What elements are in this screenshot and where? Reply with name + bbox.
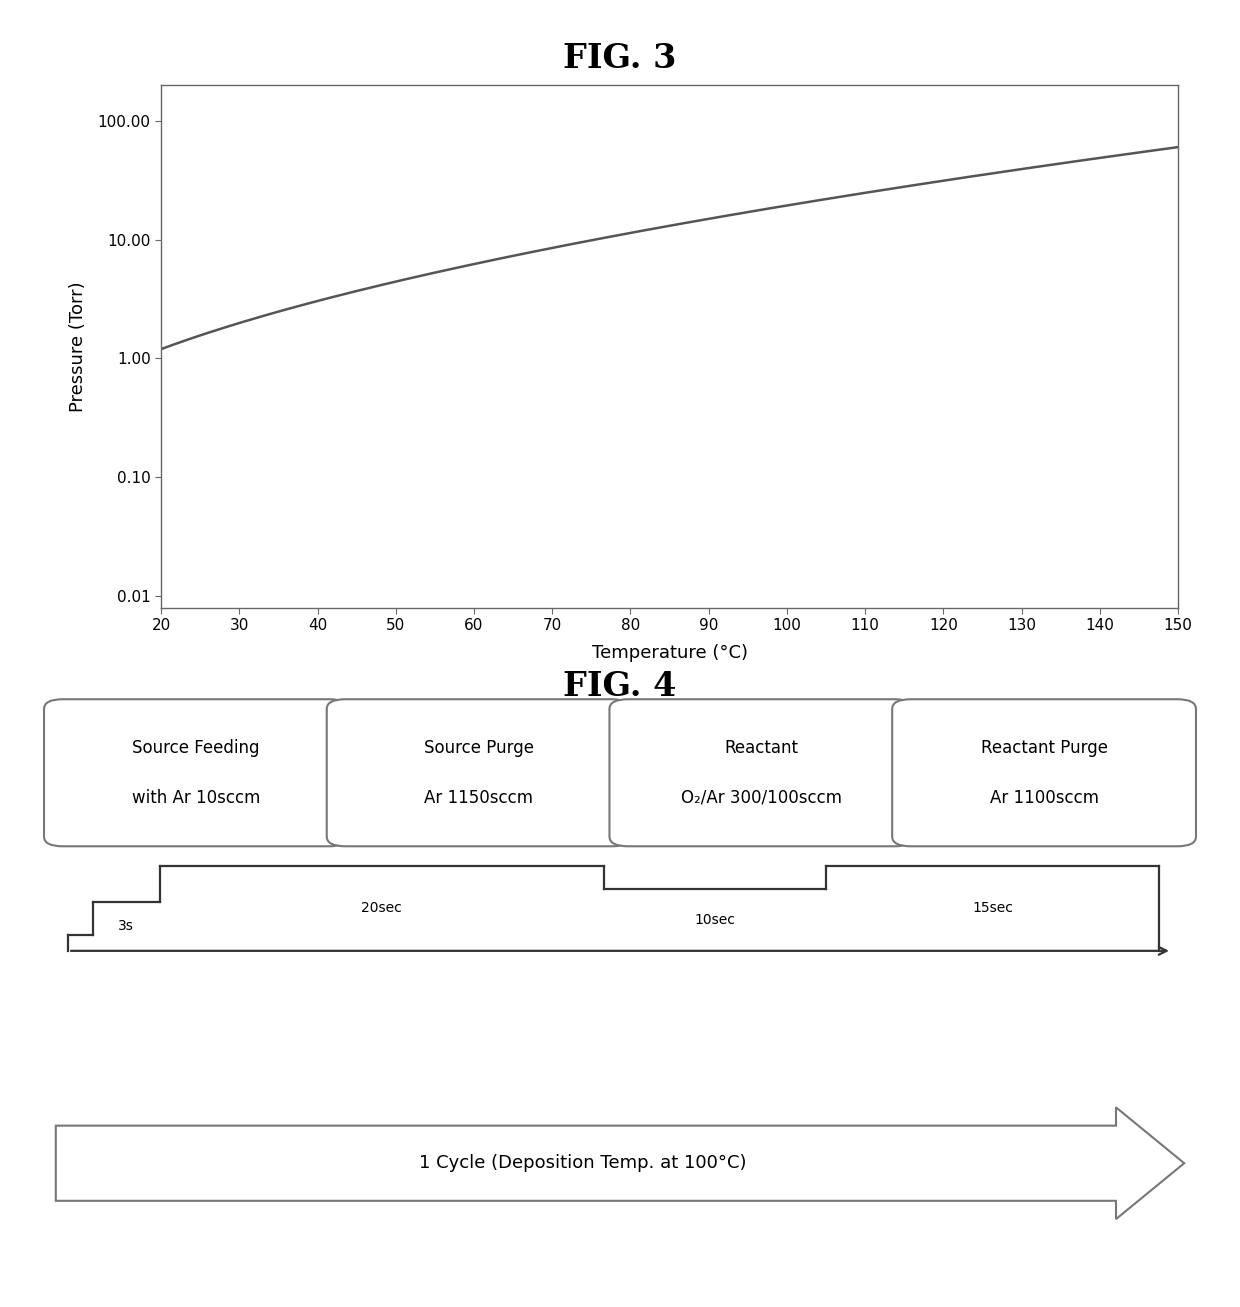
Text: Ar 1100sccm: Ar 1100sccm <box>990 788 1099 806</box>
FancyBboxPatch shape <box>609 699 913 847</box>
Text: Ar 1150sccm: Ar 1150sccm <box>424 788 533 806</box>
Text: Reactant Purge: Reactant Purge <box>981 738 1107 757</box>
Text: 1 Cycle (Deposition Temp. at 100°C): 1 Cycle (Deposition Temp. at 100°C) <box>419 1154 746 1172</box>
FancyBboxPatch shape <box>43 699 347 847</box>
Text: FIG. 4: FIG. 4 <box>563 669 677 703</box>
Text: Source Feeding: Source Feeding <box>133 738 259 757</box>
Text: 15sec: 15sec <box>972 902 1013 915</box>
Text: O₂/Ar 300/100sccm: O₂/Ar 300/100sccm <box>681 788 842 806</box>
FancyBboxPatch shape <box>326 699 630 847</box>
Text: 20sec: 20sec <box>361 902 402 915</box>
Text: Reactant: Reactant <box>724 738 799 757</box>
Y-axis label: Pressure (Torr): Pressure (Torr) <box>68 281 87 412</box>
Text: 3s: 3s <box>118 919 134 933</box>
Text: FIG. 3: FIG. 3 <box>563 42 677 76</box>
Text: with Ar 10sccm: with Ar 10sccm <box>131 788 260 806</box>
Polygon shape <box>56 1107 1184 1219</box>
Text: 0.00: 0.00 <box>123 702 156 716</box>
Text: 10sec: 10sec <box>694 912 735 927</box>
FancyBboxPatch shape <box>893 699 1195 847</box>
X-axis label: Temperature (°C): Temperature (°C) <box>591 644 748 663</box>
Text: Source Purge: Source Purge <box>424 738 533 757</box>
